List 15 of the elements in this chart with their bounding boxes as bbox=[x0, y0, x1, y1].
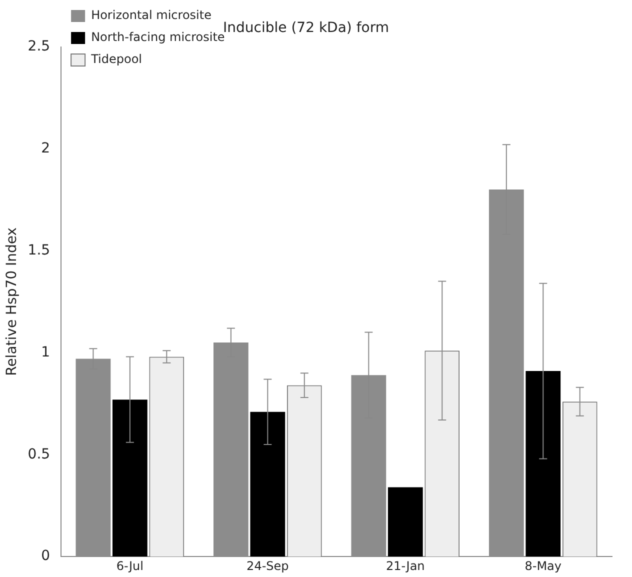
y-tick-label: 2 bbox=[41, 140, 50, 156]
chart-title: Inducible (72 kDa) form bbox=[223, 20, 389, 36]
legend-label: Horizontal microsite bbox=[91, 8, 212, 22]
x-tick-label: 21-Jan bbox=[386, 558, 425, 573]
legend-label: Tidepool bbox=[90, 52, 142, 66]
y-axis-title: Relative Hsp70 Index bbox=[4, 227, 20, 376]
x-tick-label: 6-Jul bbox=[116, 558, 144, 573]
y-tick-label: 2.5 bbox=[28, 38, 50, 54]
y-tick-label: 0 bbox=[41, 548, 50, 564]
y-tick-label: 0.5 bbox=[28, 446, 50, 462]
y-tick-label: 1.5 bbox=[28, 242, 50, 258]
x-tick-label: 8-May bbox=[524, 558, 562, 573]
legend-label: North-facing microsite bbox=[91, 30, 225, 44]
y-tick-label: 1 bbox=[41, 344, 50, 360]
x-tick-label: 24-Sep bbox=[246, 558, 289, 573]
